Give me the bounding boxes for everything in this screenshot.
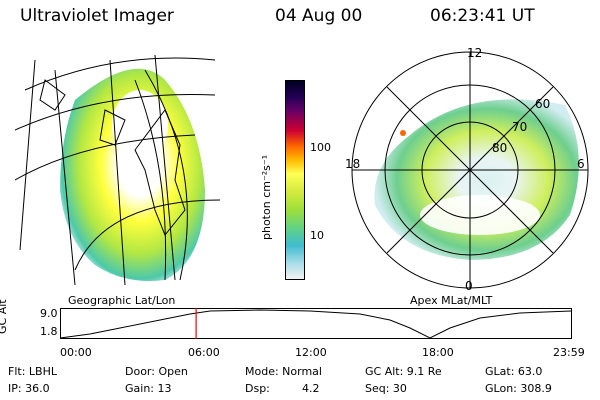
mlt-label-12: 12 [467,46,483,60]
status-door: Door: Open [125,365,188,378]
status-mode: Mode: Normal [245,365,322,378]
altitude-xtick-2: 12:00 [295,346,327,359]
status-gain: Gain: 13 [125,382,172,395]
altitude-plot [60,308,572,339]
apex-label: Apex MLat/MLT [410,294,493,307]
colorbar-tick-100: 100 [310,141,331,154]
mlt-label-18: 18 [345,157,361,171]
header-time: 06:23:41 UT [430,6,535,26]
colorbar [285,80,305,280]
status-dsp-label: Dsp: [245,382,270,395]
colorbar-unit-label: photon cm⁻²s⁻¹ [260,154,273,240]
lat-label-70: 70 [512,120,528,134]
status-ip: IP: 36.0 [8,382,50,395]
colorbar-tick-10: 10 [310,229,324,242]
polar-image [351,51,589,289]
lat-label-60: 60 [535,97,551,111]
mlt-label-6: 6 [577,157,585,171]
status-dsp-value: 4.2 [302,382,320,395]
altitude-ylabel: GC Alt [0,299,9,334]
app-title: Ultraviolet Imager [20,6,174,26]
geographic-label: Geographic Lat/Lon [68,294,176,307]
status-filter: Flt: LBHL [8,365,57,378]
lat-label-80: 80 [492,141,508,155]
mlt-label-0: 0 [465,279,473,293]
header-date: 04 Aug 00 [275,6,363,26]
altitude-ytick-max: 9.0 [40,307,58,320]
status-gc-alt: GC Alt: 9.1 Re [365,365,442,378]
status-glat: GLat: 63.0 [485,365,543,378]
status-glon: GLon: 308.9 [485,382,552,395]
altitude-xtick-1: 06:00 [188,346,220,359]
status-seq: Seq: 30 [365,382,407,395]
altitude-xtick-0: 00:00 [60,346,92,359]
geographic-image [15,54,221,286]
altitude-ytick-min: 1.8 [40,325,58,338]
altitude-xtick-3: 18:00 [422,346,454,359]
altitude-xtick-4: 23:59 [553,346,585,359]
